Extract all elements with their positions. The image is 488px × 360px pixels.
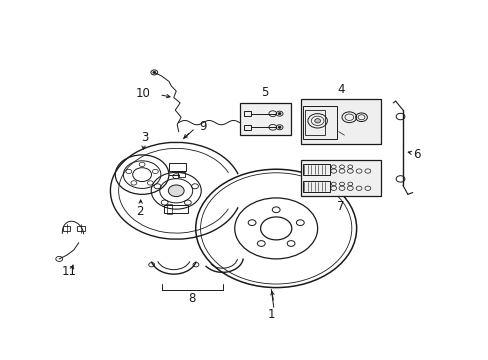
Text: 6: 6 xyxy=(412,148,420,161)
Bar xyxy=(168,163,185,171)
Text: 5: 5 xyxy=(261,86,268,99)
Bar xyxy=(177,172,184,177)
Bar xyxy=(244,125,251,130)
Text: 3: 3 xyxy=(141,131,148,144)
Text: 2: 2 xyxy=(136,205,143,218)
Bar xyxy=(303,181,329,192)
Bar xyxy=(303,107,336,139)
Bar xyxy=(239,103,290,135)
Circle shape xyxy=(278,126,281,129)
Bar xyxy=(300,160,380,196)
Bar xyxy=(62,226,70,231)
Bar xyxy=(305,110,325,135)
Bar xyxy=(303,164,329,175)
Text: 8: 8 xyxy=(188,292,195,305)
Text: 9: 9 xyxy=(199,120,206,133)
Text: 1: 1 xyxy=(267,308,275,321)
Text: 10: 10 xyxy=(136,87,151,100)
Circle shape xyxy=(153,71,156,73)
Text: 7: 7 xyxy=(336,200,344,213)
Circle shape xyxy=(314,119,320,123)
Bar xyxy=(77,226,85,231)
Bar xyxy=(300,99,380,144)
Circle shape xyxy=(278,113,281,115)
Circle shape xyxy=(168,185,184,197)
Bar xyxy=(167,203,172,214)
Bar xyxy=(244,111,251,116)
Text: 11: 11 xyxy=(61,265,76,278)
Text: 4: 4 xyxy=(336,83,344,96)
Bar xyxy=(163,204,188,212)
